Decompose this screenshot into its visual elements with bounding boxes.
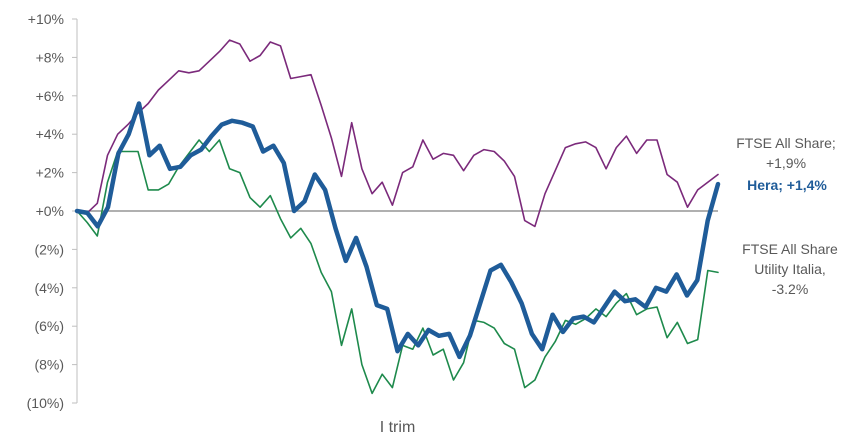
- series-label-line: -3.2%: [772, 281, 809, 297]
- y-tick-label: (4%): [34, 280, 64, 296]
- series-label-line: Hera; +1,4%: [747, 177, 827, 193]
- series-line-hera: [74, 101, 721, 360]
- series-label-line: FTSE All Share: [742, 241, 838, 257]
- series-line-ftse-all-share: [76, 39, 719, 228]
- y-tick-label: +2%: [36, 165, 64, 181]
- y-tick-label: (2%): [34, 241, 64, 257]
- y-tick-label: (8%): [34, 357, 64, 373]
- x-axis-label: I trim: [380, 419, 416, 436]
- chart-series: [74, 39, 721, 395]
- y-tick-label: +4%: [36, 126, 64, 142]
- chart-axes: +10% +8% +6% +4% +2% +0% (2%) (4%) (6%) (8%) (10%)…: [27, 11, 718, 436]
- series-line-ftse-all-share-utility-italia: [76, 139, 719, 395]
- y-tick-label: (6%): [34, 318, 64, 334]
- series-labels: FTSE All Share; +1,9% Hera; +1,4% FTSE All …: [736, 135, 838, 297]
- series-label-line: FTSE All Share;: [736, 135, 836, 151]
- series-label-line: Utility Italia,: [754, 261, 826, 277]
- series-label-line: +1,9%: [766, 155, 806, 171]
- y-tick-label: +10%: [28, 11, 64, 27]
- y-tick-label: +0%: [36, 203, 64, 219]
- y-tick-label: +8%: [36, 49, 64, 65]
- y-tick-label: +6%: [36, 88, 64, 104]
- y-tick-label: (10%): [27, 395, 64, 411]
